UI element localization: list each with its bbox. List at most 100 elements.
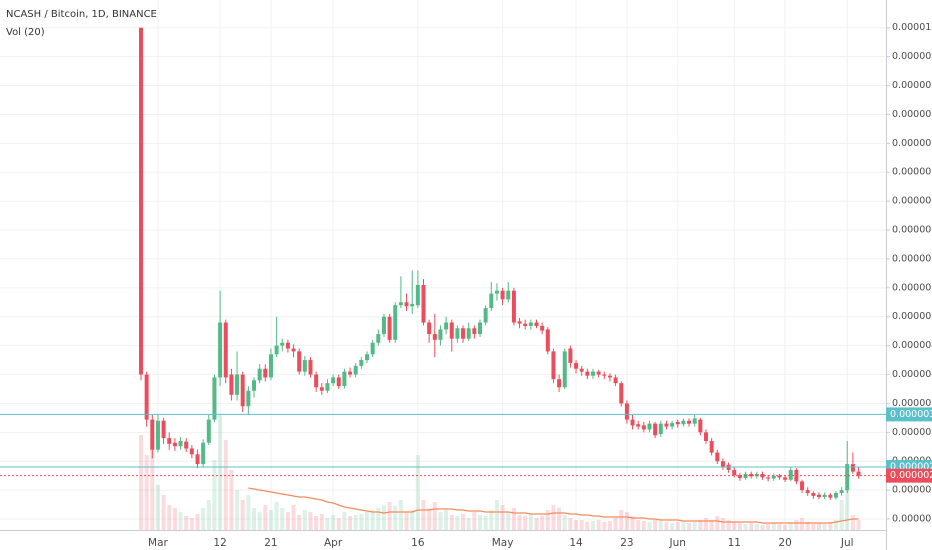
volume-bar [246,495,251,530]
candle-body [494,290,499,294]
candle-body [557,379,562,388]
candle-body [658,423,663,435]
volume-bar [291,505,296,530]
x-tick-label: May [492,537,514,549]
y-tick-label: 0.00000150 [892,514,932,525]
candle-body [692,418,697,424]
volume-bar [297,515,302,530]
candle-body [246,390,251,407]
volume-bar [811,524,816,530]
volume-bar [285,512,290,530]
candle-body [619,383,624,404]
candle-body [172,442,177,447]
volume-bar [732,522,737,530]
candle-body [568,348,573,363]
candle-body [302,360,307,372]
price-label-box [886,407,932,422]
volume-bar [675,522,680,530]
candle-body [461,328,466,339]
volume-bar [647,522,652,530]
candle-body [737,475,742,478]
volume-bar [252,508,256,530]
grid [0,0,886,530]
candle-body [280,342,285,346]
candle-body [376,334,381,343]
y-tick-label: 0.00000600 [892,253,932,264]
volume-bar [461,514,466,530]
candle-body [715,452,720,462]
volume-bar [726,520,731,530]
volume-bar [760,525,765,530]
y-tick-label: 0.00000900 [892,80,932,91]
volume-bar [201,508,206,530]
volume-bar [551,505,556,530]
candle-body [144,374,149,420]
candle-body [455,328,460,339]
volume-bar [478,515,482,530]
candle-body [478,322,482,335]
volume-bar [370,510,375,530]
candle-body [817,494,821,498]
volume-bar [472,512,477,530]
y-tick-label: 0.00000400 [892,369,932,380]
candle-body [653,423,658,436]
volume-bar [579,520,584,530]
candle-body [506,290,511,300]
candle-body [410,304,415,307]
volume-bar [274,502,279,530]
candle-body [268,354,273,378]
candle-body [579,368,584,372]
volume-bar [449,515,454,530]
axes: 0.000001500.000002000.000002500.00000300… [148,22,932,549]
price-label-box [886,468,932,483]
volume-bar [828,522,833,530]
volume-bar [489,510,494,530]
volume-bar [483,516,488,530]
volume-bar [218,415,223,530]
volume-bar [387,502,392,530]
candle-body [206,419,211,443]
x-tick-label: 21 [264,537,277,549]
candle-body [393,305,398,340]
volume-bar [500,505,505,530]
candle-body [235,374,240,395]
volume-bar [788,522,793,530]
candle-body [381,316,386,335]
y-tick-label: 0.00001000 [892,22,932,33]
candle-body [167,438,172,444]
volume-bar [596,520,601,530]
volume-bar [523,516,528,530]
volume-bar [856,520,861,530]
candle-body [365,354,369,361]
candle-body [178,440,183,447]
candle-body [777,475,782,478]
price-pane [0,27,886,500]
candle-body [704,432,708,441]
candle-body [319,387,324,391]
volume-bar [607,521,612,530]
volume-bar [308,512,313,530]
candle-body [359,360,364,366]
volume-bar [704,518,708,530]
candle-body [687,420,692,424]
y-tick-label: 0.00000200 [892,485,932,496]
candle-body [466,328,471,339]
volume-bar [545,510,550,530]
volume-bar [557,508,562,530]
candle-body [398,302,403,306]
volume-bar [139,435,143,530]
volume-bar [444,510,449,530]
y-tick-label: 0.00000800 [892,138,932,149]
candle-body [636,424,641,427]
volume-bar [805,522,810,530]
candle-body [257,368,262,381]
volume-bar [534,518,539,530]
y-tick-label: 0.00000450 [892,340,932,351]
candle-body [856,471,861,476]
candle-body [545,329,550,352]
candle-body [839,490,844,494]
candle-body [139,27,143,375]
volume-bar [737,523,742,530]
volume-bar [613,518,618,530]
